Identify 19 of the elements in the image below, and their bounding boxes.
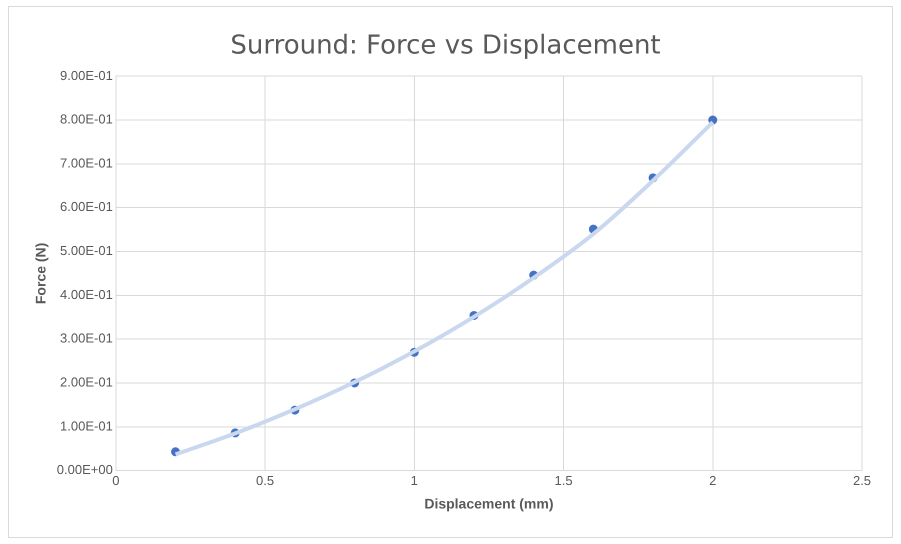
y-tick-label: 8.00E-01 [60,112,113,127]
y-tick-label: 5.00E-01 [60,243,113,258]
x-tick-label: 2.5 [852,472,872,488]
y-tick-label: 0.00E+00 [56,462,113,478]
y-tick-label: 6.00E-01 [60,199,113,214]
y-tick-label: 3.00E-01 [60,330,113,346]
x-tick-label: 1 [410,472,418,488]
x-tick-label: 1.5 [554,472,573,488]
y-axis-title: Force (N) [32,242,48,304]
x-tick-label: 2 [709,472,716,488]
y-tick-label: 2.00E-01 [60,374,113,390]
y-tick-label: 4.00E-01 [60,286,113,302]
x-axis-title: Displacement (mm) [424,495,554,512]
y-tick-label: 7.00E-01 [60,155,113,170]
y-tick-label: 1.00E-01 [60,418,113,434]
y-tick-label: 9.00E-01 [60,68,113,83]
x-tick-label: 0 [112,472,120,488]
x-tick-label: 0.5 [256,472,274,488]
chart-title: Surround: Force vs Displacement [230,30,661,60]
